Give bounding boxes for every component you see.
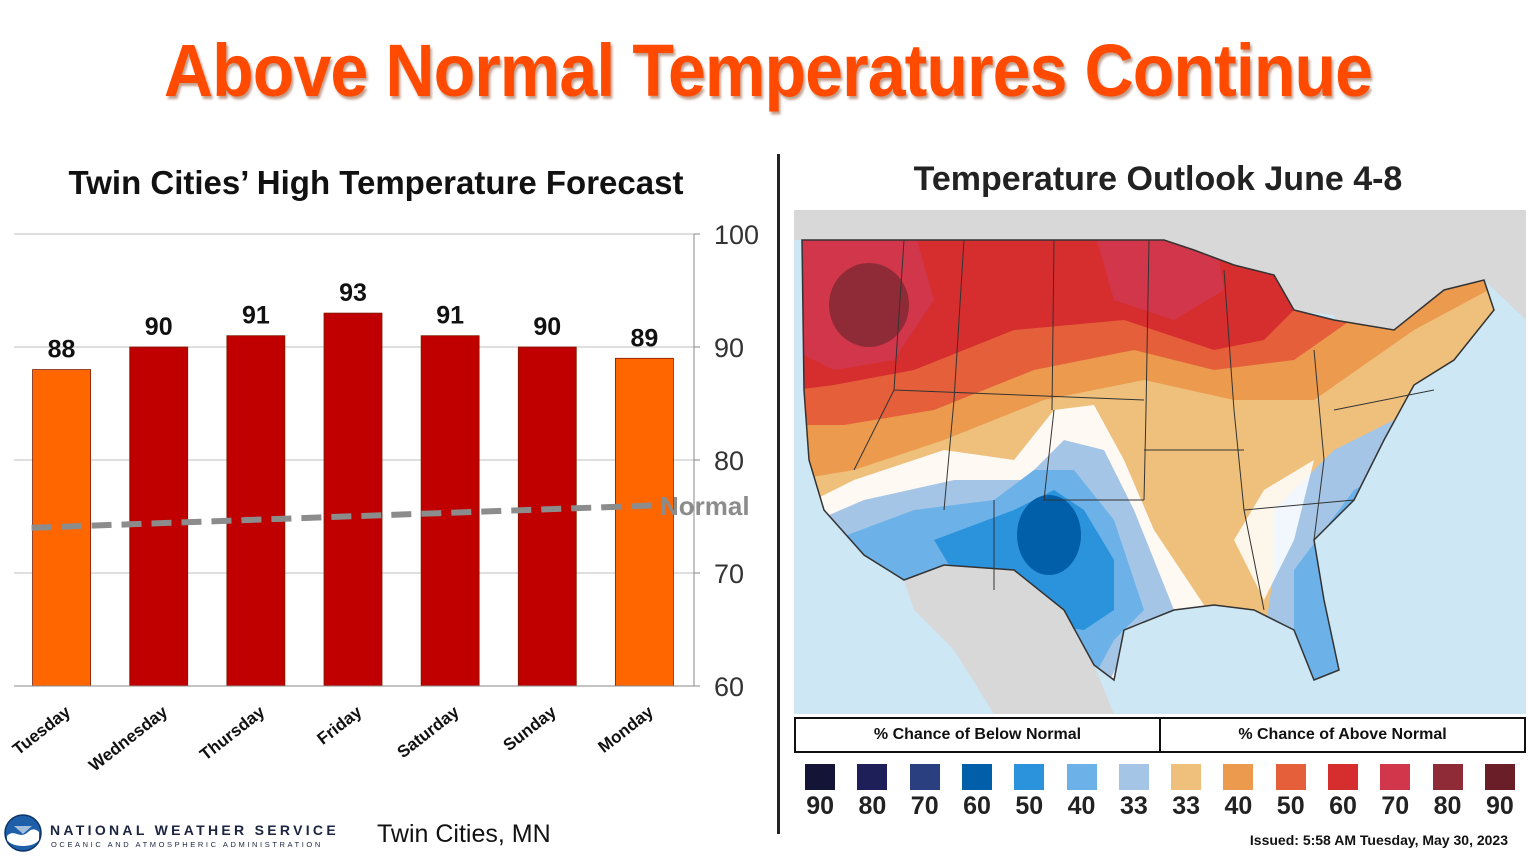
legend-swatch-label: 33	[1119, 792, 1148, 820]
legend-swatch-label: 60	[963, 792, 991, 820]
temperature-outlook-map	[794, 210, 1526, 714]
legend-swatch: 90	[1474, 760, 1526, 821]
office-name: Twin Cities, MN	[377, 820, 551, 848]
legend-swatch-color	[1118, 764, 1149, 790]
bar-sunday	[517, 346, 577, 687]
legend-below-label: % Chance of Below Normal	[873, 726, 1082, 743]
y-tick-label: 100	[714, 220, 759, 250]
legend-swatch: 40	[1212, 760, 1264, 821]
agency-subtitle: OCEANIC AND ATMOSPHERIC ADMINISTRATION	[51, 840, 323, 849]
noaa-logo-icon	[4, 814, 42, 852]
category-label: Wednesday	[85, 702, 171, 775]
legend-swatch-color	[1223, 764, 1254, 790]
legend-swatch-color	[1014, 764, 1045, 790]
legend-swatch: 80	[1422, 760, 1474, 821]
bar-wednesday	[129, 346, 189, 687]
category-label: Sunday	[500, 702, 561, 755]
bar-value-label: 90	[145, 313, 173, 341]
y-tick-label: 90	[714, 333, 744, 363]
legend-swatch-label: 80	[1433, 792, 1462, 820]
legend-swatch-label: 60	[1329, 792, 1357, 820]
legend-swatch-color	[1066, 764, 1097, 790]
legend-swatch-label: 80	[858, 792, 887, 820]
legend-swatch: 60	[1317, 760, 1369, 821]
y-tick-label: 80	[714, 446, 744, 476]
legend-swatch: 40	[1056, 760, 1108, 821]
bar-thursday	[226, 335, 286, 687]
legend-swatch: 70	[1369, 760, 1421, 821]
legend-swatch-color	[962, 764, 992, 790]
legend-swatch-label: 40	[1067, 792, 1096, 820]
legend-above-label: % Chance of Above Normal	[1159, 719, 1524, 751]
legend-swatch: 70	[899, 760, 951, 821]
legend-swatch-label: 90	[1485, 792, 1514, 820]
normal-line-label: Normal	[660, 491, 750, 521]
mexico-land	[904, 565, 1114, 714]
bar-monday	[615, 357, 674, 687]
legend-header: % Chance of Below Normal % Chance of Abo…	[794, 717, 1526, 753]
legend-swatch-label: 90	[806, 792, 835, 820]
legend-swatch-label: 33	[1172, 792, 1201, 820]
legend-swatches: 90 80 70 60 50 40 33 33 40 50 60 70 80 90	[794, 760, 1526, 830]
category-label: Tuesday	[9, 702, 74, 759]
legend-swatch-color	[1171, 764, 1202, 790]
legend-swatch: 33	[1160, 760, 1212, 821]
main-title: Above Normal Temperatures Continue	[163, 29, 1373, 112]
legend-swatch-color	[1484, 764, 1515, 790]
state-borders	[801, 239, 1495, 682]
legend-swatch: 50	[1003, 760, 1055, 821]
bar-value-label: 88	[48, 336, 76, 364]
bar-value-label: 91	[242, 302, 270, 330]
legend-swatch-color	[857, 764, 888, 790]
category-label: Monday	[595, 702, 658, 757]
category-label: Friday	[314, 702, 366, 749]
legend-swatch: 90	[794, 760, 846, 821]
y-tick-label: 60	[714, 672, 744, 702]
legend-swatch-color	[909, 764, 940, 790]
legend-swatch-label: 70	[1381, 792, 1410, 820]
temperature-bar-chart: 60 70 80 90 100 88 Tuesday 90 Wednesday 91 Thursda…	[9, 220, 759, 775]
y-tick-label: 70	[714, 559, 744, 589]
bar-value-label: 91	[436, 302, 464, 330]
panel-divider	[777, 154, 780, 834]
legend-swatch: 80	[846, 760, 898, 821]
legend-swatch-color	[1380, 764, 1411, 790]
map-title: Temperature Outlook June 4-8	[913, 160, 1403, 198]
bar-value-label: 93	[339, 279, 367, 307]
issued-timestamp: Issued: 5:58 AM Tuesday, May 30, 2023	[1249, 832, 1508, 848]
bar-value-label: 89	[631, 324, 659, 352]
legend-swatch-color	[1432, 764, 1463, 790]
legend-swatch-color	[805, 764, 836, 790]
category-label: Saturday	[394, 702, 463, 762]
legend-swatch: 50	[1265, 760, 1317, 821]
bar-friday	[323, 312, 383, 687]
normal-line	[31, 502, 661, 531]
legend-swatch-color	[1275, 764, 1306, 790]
legend-swatch-label: 50	[1276, 792, 1305, 820]
legend-swatch-color	[1328, 764, 1358, 790]
legend-swatch: 33	[1108, 760, 1160, 821]
agency-name: NATIONAL WEATHER SERVICE	[50, 822, 339, 838]
chart-title: Twin Cities’ High Temperature Forecast	[68, 164, 684, 201]
legend-swatch-label: 70	[910, 792, 939, 820]
category-label: Thursday	[196, 702, 268, 764]
bar-value-label: 90	[533, 313, 561, 341]
legend-swatch: 60	[951, 760, 1003, 821]
legend-swatch-label: 50	[1015, 792, 1044, 820]
legend-swatch-label: 40	[1224, 792, 1253, 820]
